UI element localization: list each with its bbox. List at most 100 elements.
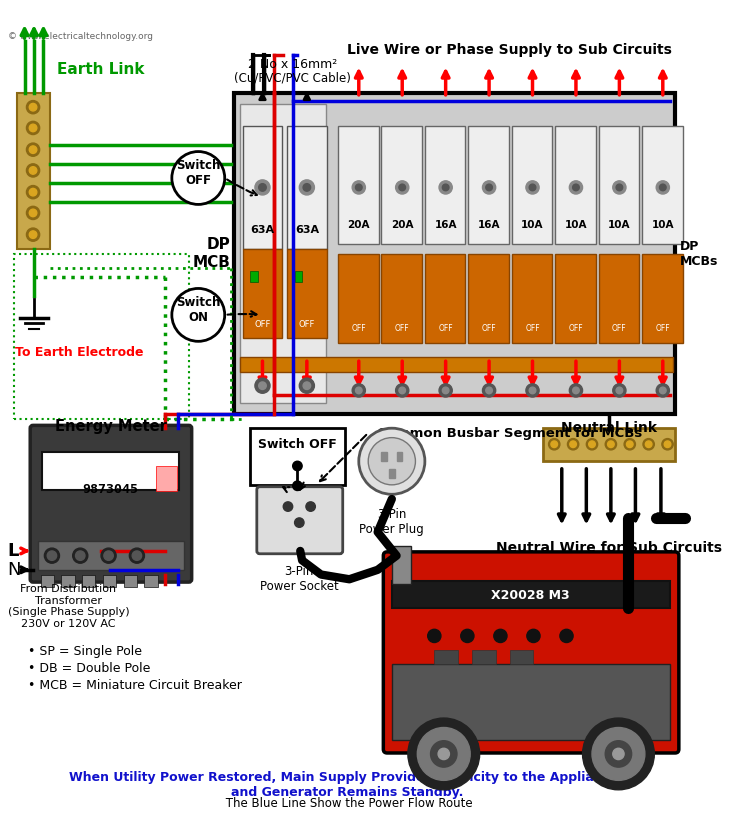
Circle shape	[26, 121, 40, 134]
Circle shape	[29, 124, 37, 132]
Bar	[468, 254, 509, 343]
Circle shape	[494, 630, 507, 642]
Circle shape	[573, 387, 579, 394]
Circle shape	[592, 727, 645, 781]
Circle shape	[616, 185, 623, 190]
Text: 9873045: 9873045	[82, 483, 138, 496]
Circle shape	[104, 551, 113, 560]
Circle shape	[486, 387, 492, 394]
Bar	[234, 93, 675, 414]
Circle shape	[659, 387, 666, 394]
Text: • MCB = Miniature Circuit Breaker: • MCB = Miniature Circuit Breaker	[28, 680, 242, 692]
Bar	[103, 575, 116, 587]
Bar	[598, 126, 639, 244]
Circle shape	[573, 185, 579, 190]
Circle shape	[258, 382, 266, 389]
Text: 10A: 10A	[608, 220, 631, 230]
Circle shape	[486, 185, 492, 190]
Bar	[287, 126, 327, 249]
Circle shape	[171, 151, 224, 205]
Circle shape	[428, 630, 441, 642]
Circle shape	[26, 206, 40, 220]
Circle shape	[283, 502, 293, 511]
Circle shape	[352, 384, 365, 397]
Text: 63A: 63A	[295, 225, 319, 235]
Circle shape	[662, 438, 673, 450]
Text: OFF: OFF	[612, 324, 626, 333]
Bar	[381, 254, 422, 343]
Bar	[250, 271, 258, 282]
Bar	[381, 126, 422, 244]
Circle shape	[26, 143, 40, 156]
Circle shape	[76, 551, 85, 560]
Circle shape	[300, 378, 314, 393]
Circle shape	[293, 461, 302, 471]
Text: kWh: kWh	[95, 454, 126, 468]
Bar	[156, 466, 177, 492]
Text: Neutral Link: Neutral Link	[561, 421, 657, 435]
Circle shape	[73, 548, 88, 564]
Circle shape	[306, 502, 315, 511]
Circle shape	[355, 387, 362, 394]
Circle shape	[613, 181, 626, 194]
Circle shape	[26, 228, 40, 241]
Circle shape	[29, 189, 37, 196]
Circle shape	[626, 441, 633, 448]
Text: OFF: OFF	[395, 324, 409, 333]
Text: 20A: 20A	[347, 220, 370, 230]
Circle shape	[171, 288, 224, 342]
Bar	[243, 126, 283, 249]
Bar	[468, 126, 509, 244]
Circle shape	[664, 441, 670, 448]
Text: DP
MCBs: DP MCBs	[680, 240, 718, 267]
Bar	[61, 575, 74, 587]
Bar	[512, 254, 552, 343]
Circle shape	[616, 387, 623, 394]
Text: Switch
OFF: Switch OFF	[176, 159, 221, 187]
Circle shape	[303, 184, 311, 191]
Circle shape	[461, 630, 474, 642]
Circle shape	[130, 548, 144, 564]
Circle shape	[258, 184, 266, 191]
Text: OFF: OFF	[352, 324, 366, 333]
Text: Energy Meter: Energy Meter	[54, 418, 166, 433]
Text: Live Wire or Phase Supply to Sub Circuits: Live Wire or Phase Supply to Sub Circuit…	[347, 43, 672, 57]
Circle shape	[605, 438, 617, 450]
Text: OFF: OFF	[299, 320, 315, 329]
Text: OFF: OFF	[482, 324, 496, 333]
Bar	[598, 254, 639, 343]
Bar	[543, 428, 675, 461]
Circle shape	[645, 441, 652, 448]
Circle shape	[589, 441, 595, 448]
Circle shape	[255, 180, 270, 195]
Text: Neutral Wire for Sub Circuits: Neutral Wire for Sub Circuits	[496, 541, 722, 555]
Circle shape	[399, 387, 406, 394]
Bar	[434, 650, 458, 664]
Bar	[338, 126, 378, 244]
Bar	[338, 254, 378, 343]
Text: L: L	[7, 542, 19, 560]
Circle shape	[483, 384, 495, 397]
FancyBboxPatch shape	[257, 487, 343, 554]
Bar	[642, 126, 682, 244]
Bar	[642, 254, 682, 343]
Bar	[294, 271, 302, 282]
Circle shape	[570, 181, 583, 194]
Text: 16A: 16A	[478, 220, 500, 230]
Text: 3-Pin
Power Plug: 3-Pin Power Plug	[359, 509, 424, 536]
Bar	[381, 452, 387, 461]
Bar	[392, 546, 411, 584]
Circle shape	[294, 518, 304, 528]
Bar	[555, 126, 595, 244]
Circle shape	[643, 438, 654, 450]
Circle shape	[442, 185, 449, 190]
Text: 3-Pin
Power Socket: 3-Pin Power Socket	[260, 565, 339, 593]
Circle shape	[352, 181, 365, 194]
Circle shape	[29, 104, 37, 111]
Text: 20A: 20A	[391, 220, 414, 230]
Circle shape	[570, 441, 576, 448]
Text: The Blue Line Show the Power Flow Route: The Blue Line Show the Power Flow Route	[222, 797, 473, 810]
Bar	[425, 254, 465, 343]
Bar	[240, 357, 673, 372]
Bar	[392, 581, 670, 608]
